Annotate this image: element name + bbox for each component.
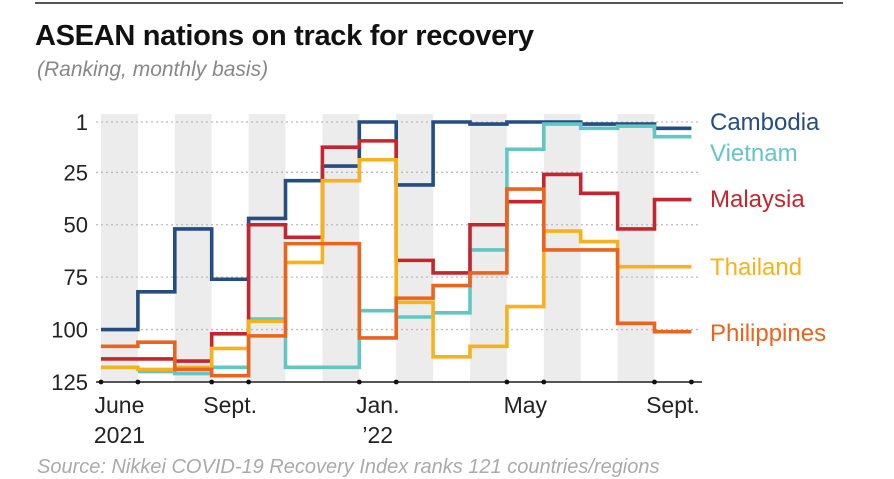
x-tick-mark [356, 379, 362, 385]
x-tick-label-year: 2021 [94, 422, 145, 448]
x-tick-label: Sept. [203, 392, 257, 418]
x-tick-mark [393, 379, 399, 385]
top-rule [35, 2, 843, 4]
month-shade [617, 114, 655, 382]
chart-subtitle: (Ranking, monthly basis) [37, 58, 269, 81]
x-tick-mark [98, 379, 104, 385]
series-label-vietnam: Vietnam [710, 140, 798, 167]
x-tick-mark [135, 379, 141, 385]
month-shade [322, 114, 360, 382]
y-tick-label: 100 [51, 318, 88, 343]
series-label-malaysia: Malaysia [710, 186, 805, 213]
series-line-philippines [101, 187, 692, 378]
y-tick-label: 75 [64, 265, 88, 290]
series-label-philippines: Philippines [710, 320, 826, 347]
x-tick-mark [652, 379, 657, 385]
x-tick-label: Sept. [646, 392, 700, 418]
y-tick-label: 1 [76, 110, 88, 135]
month-shade [101, 114, 138, 382]
month-shade [396, 114, 434, 382]
y-tick-label: 25 [64, 160, 88, 185]
y-tick-label: 50 [64, 213, 88, 238]
series-label-cambodia: Cambodia [710, 109, 820, 136]
series-line-thailand [101, 157, 692, 372]
month-shade [174, 114, 212, 382]
x-tick-mark [504, 379, 510, 385]
x-tick-label: June [95, 392, 145, 418]
x-tick-mark [246, 379, 252, 385]
series-label-thailand: Thailand [710, 254, 802, 281]
month-shade [470, 114, 507, 382]
y-tick-label: 125 [51, 370, 88, 395]
x-tick-mark [689, 379, 694, 385]
x-tick-label-year: ’22 [362, 422, 393, 448]
x-tick-mark [541, 379, 547, 385]
x-tick-label: Jan. [356, 392, 399, 418]
chart-title: ASEAN nations on track for recovery [35, 20, 534, 52]
source-note: Source: Nikkei COVID-19 Recovery Index r… [37, 456, 660, 478]
x-tick-mark [209, 379, 215, 385]
x-tick-label: May [504, 392, 548, 418]
month-shade [543, 114, 581, 382]
month-shade [248, 114, 286, 382]
